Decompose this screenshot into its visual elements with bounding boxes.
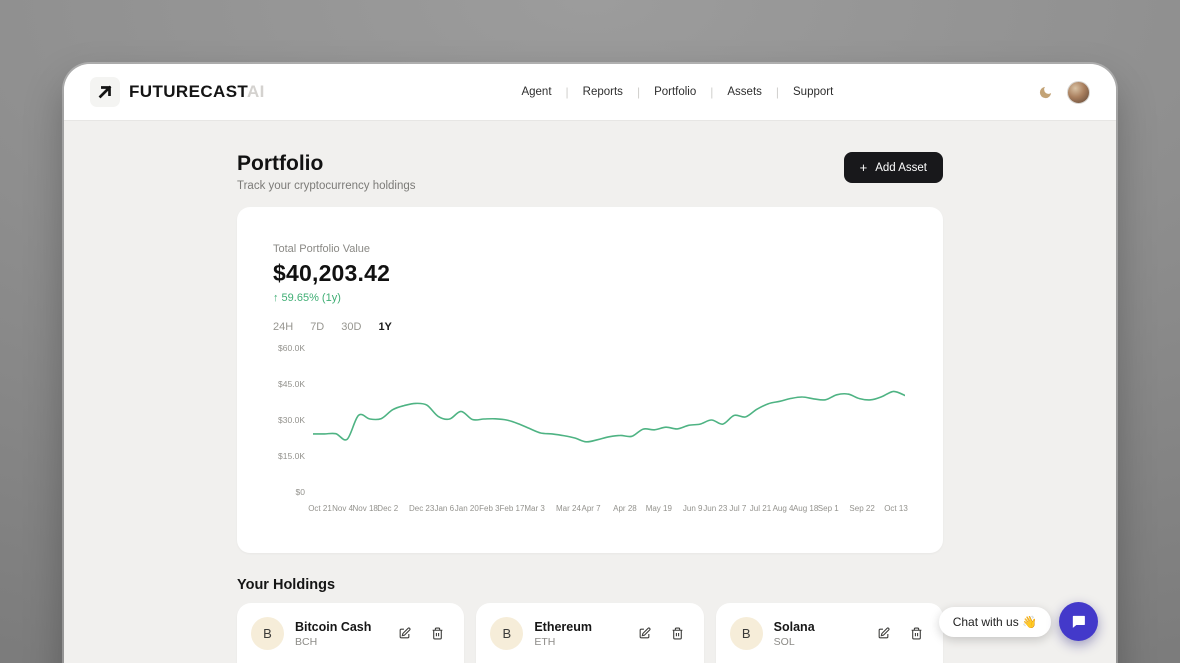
x-tick-label: Oct 21 <box>308 504 332 513</box>
coin-name: Bitcoin Cash <box>295 619 372 634</box>
chat-bubble-button[interactable] <box>1059 602 1098 641</box>
y-tick-label: $0 <box>295 487 305 497</box>
value-change: ↑ 59.65% (1y) <box>273 292 341 304</box>
brand-name: FUTURECAST <box>129 82 247 101</box>
edit-icon[interactable] <box>636 625 653 642</box>
nav-item-agent[interactable]: Agent <box>521 86 552 98</box>
x-tick-label: Jun 23 <box>703 504 728 513</box>
x-tick-label: Nov 4 <box>332 504 354 513</box>
delete-icon[interactable] <box>669 625 686 642</box>
x-tick-label: Feb 17 <box>499 504 525 513</box>
nav-separator: | <box>710 85 714 99</box>
holding-card-sol[interactable]: B Solana SOL AI Score: <box>715 603 943 663</box>
nav-item-support[interactable]: Support <box>793 86 834 98</box>
brand-arrow-icon <box>90 77 120 107</box>
nav-separator: | <box>565 85 569 99</box>
nav-item-reports[interactable]: Reports <box>582 86 623 98</box>
edit-icon[interactable] <box>875 625 892 642</box>
coin-avatar: B <box>490 617 524 650</box>
portfolio-value-card: Total Portfolio Value $40,203.42 ↑ 59.65… <box>237 207 943 553</box>
x-tick-label: Jan 20 <box>454 504 479 513</box>
chart-x-axis: Oct 21 Nov 4 Nov 18 Dec 2 Dec 23 Jan 6 Jan 20 F… <box>308 504 908 518</box>
x-tick-label: Dec 2 <box>377 504 399 513</box>
app-window: FUTURECASTAI Agent | Reports | Portfolio… <box>64 64 1116 663</box>
nav-separator: | <box>636 85 641 99</box>
x-tick-label: Nov 18 <box>352 504 378 513</box>
x-tick-label: Aug 18 <box>792 504 819 513</box>
x-tick-label: Jul 21 <box>749 504 772 513</box>
dark-mode-moon-icon[interactable] <box>1038 85 1053 100</box>
holdings-grid: B Bitcoin Cash BCH AI <box>237 603 943 663</box>
holdings-heading: Your Holdings <box>237 577 336 593</box>
user-avatar[interactable] <box>1067 80 1090 104</box>
delete-icon[interactable] <box>908 625 925 642</box>
nav-item-portfolio[interactable]: Portfolio <box>654 86 697 98</box>
x-tick-label: Aug 4 <box>772 504 794 513</box>
y-tick-label: $45.0K <box>278 379 305 389</box>
x-tick-label: Jun 9 <box>682 504 703 513</box>
range-tab-1y[interactable]: 1Y <box>378 321 392 333</box>
range-tab-24h[interactable]: 24H <box>273 321 294 333</box>
brand-suffix: AI <box>246 82 265 101</box>
chat-widget: Chat with us 👋 <box>938 602 1098 641</box>
delete-icon[interactable] <box>429 625 446 642</box>
chart-line-svg <box>312 390 906 443</box>
chat-bubble-icon <box>1072 615 1085 628</box>
add-asset-label: Add Asset <box>875 161 927 174</box>
coin-name: Ethereum <box>534 619 592 634</box>
page-title: Portfolio <box>237 152 324 175</box>
app-header: FUTURECASTAI Agent | Reports | Portfolio… <box>64 64 1116 121</box>
add-asset-button[interactable]: + Add Asset <box>843 152 943 183</box>
coin-avatar: B <box>251 617 284 650</box>
range-tabs: 24H 7D 30D 1Y <box>273 321 907 333</box>
main-content: Portfolio Track your cryptocurrency hold… <box>237 121 943 663</box>
x-tick-label: Sep 22 <box>849 504 875 513</box>
y-tick-label: $30.0K <box>278 415 305 425</box>
x-tick-label: May 19 <box>645 504 672 513</box>
x-tick-label: Oct 13 <box>884 504 908 513</box>
total-value-label: Total Portfolio Value <box>273 243 371 255</box>
main-nav: Agent | Reports | Portfolio | Assets | S… <box>521 85 833 99</box>
y-tick-label: $60.0K <box>278 343 305 353</box>
range-tab-7d[interactable]: 7D <box>310 321 325 333</box>
y-tick-label: $15.0K <box>278 451 305 461</box>
x-tick-label: Jul 7 <box>729 504 747 513</box>
header-right <box>1038 80 1090 104</box>
range-tab-30d[interactable]: 30D <box>341 321 362 333</box>
holding-card-bch[interactable]: B Bitcoin Cash BCH AI <box>237 603 465 663</box>
brand[interactable]: FUTURECASTAI <box>90 77 265 107</box>
holding-card-eth[interactable]: B Ethereum ETH AI Scor <box>476 603 704 663</box>
chart-plot-area <box>312 346 906 498</box>
nav-item-assets[interactable]: Assets <box>727 86 762 98</box>
coin-symbol: ETH <box>534 635 556 648</box>
coin-symbol: SOL <box>773 635 795 648</box>
page-subtitle: Track your cryptocurrency holdings <box>237 180 416 192</box>
x-tick-label: Dec 23 <box>408 504 435 513</box>
edit-icon[interactable] <box>396 625 413 642</box>
x-tick-label: Feb 3 <box>479 504 500 513</box>
chart-y-axis: $60.0K $45.0K $30.0K $15.0K $0 <box>273 343 313 498</box>
coin-avatar: B <box>729 617 763 650</box>
portfolio-line-chart: $60.0K $45.0K $30.0K $15.0K $0 <box>273 343 907 498</box>
x-tick-label: Sep 1 <box>817 504 839 513</box>
coin-name: Solana <box>773 619 815 634</box>
x-tick-label: Apr 7 <box>581 504 601 513</box>
nav-separator: | <box>775 85 780 99</box>
x-tick-label: Mar 3 <box>524 504 545 513</box>
total-value: $40,203.42 <box>273 260 391 286</box>
x-tick-label: Apr 28 <box>613 504 637 513</box>
x-tick-label: Jan 6 <box>434 504 455 513</box>
plus-icon: + <box>859 160 868 175</box>
x-tick-label: Mar 24 <box>556 504 581 513</box>
coin-symbol: BCH <box>295 635 318 648</box>
chat-with-us-button[interactable]: Chat with us 👋 <box>938 606 1051 637</box>
